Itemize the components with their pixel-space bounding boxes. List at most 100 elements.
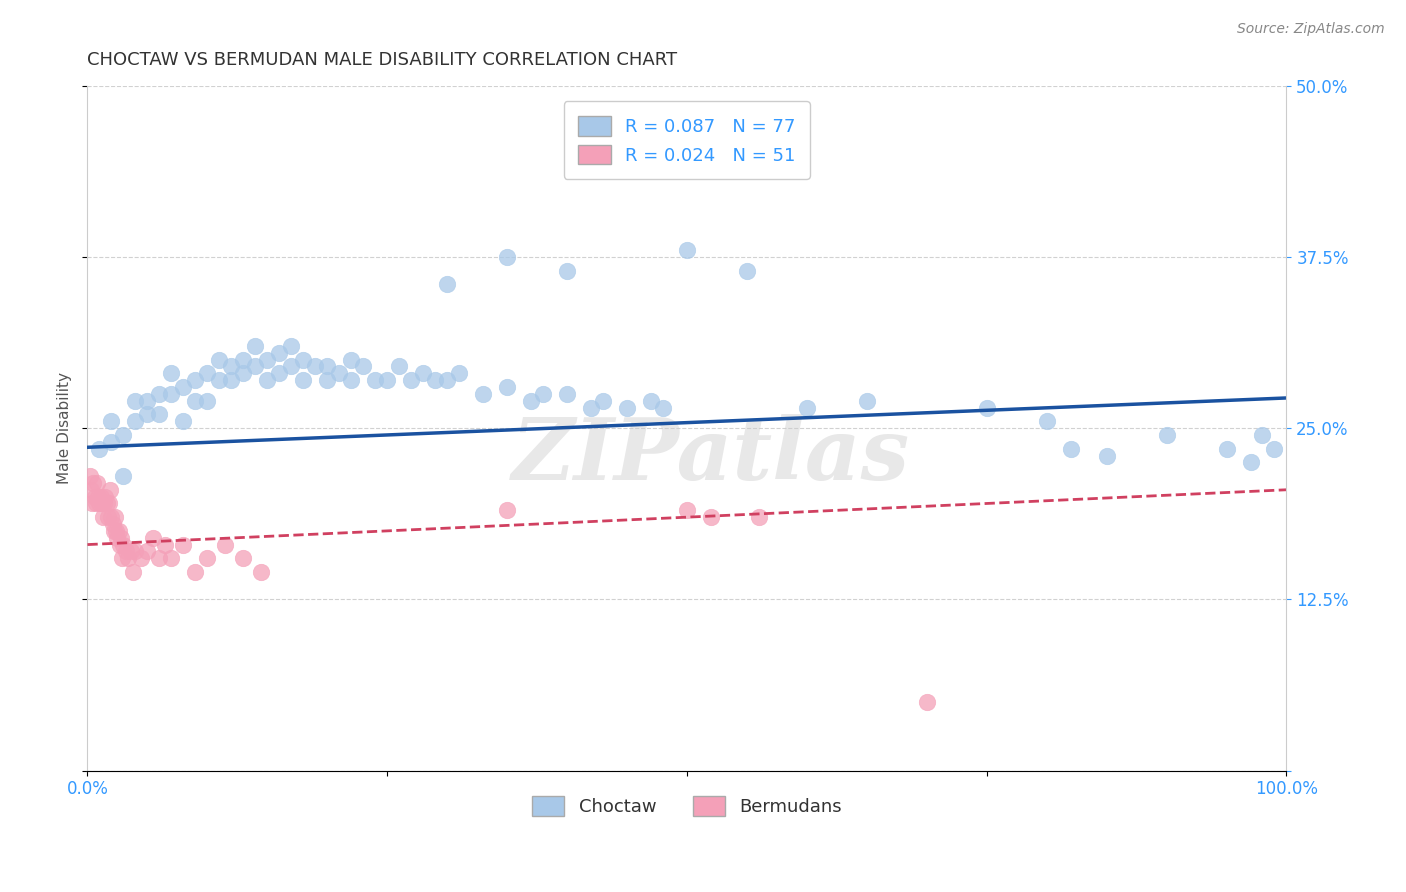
Point (98, 496, 121, 510)
Point (214, 538, 236, 552)
Point (496, 380, 519, 394)
Point (316, 359, 339, 374)
Point (1059, 442, 1081, 456)
Point (86, 475, 108, 490)
Point (640, 140, 662, 154)
Point (245, 339, 267, 353)
Point (105, 524, 128, 538)
Point (117, 551, 139, 566)
Point (676, 243, 699, 257)
Point (269, 366, 291, 380)
Point (124, 544, 146, 558)
Point (328, 366, 350, 380)
Point (375, 373, 398, 387)
Point (250, 565, 273, 579)
Point (104, 510, 127, 524)
Point (101, 516, 124, 531)
Point (340, 373, 363, 387)
Point (340, 352, 363, 367)
Point (1251, 428, 1274, 442)
Point (195, 366, 218, 380)
Point (120, 544, 142, 558)
Point (579, 401, 602, 415)
Point (83, 490, 105, 504)
Point (90, 496, 112, 510)
Legend: Choctaw, Bermudans: Choctaw, Bermudans (524, 789, 849, 823)
Point (79, 469, 101, 483)
Point (976, 401, 998, 415)
Text: ZIPatlas: ZIPatlas (512, 414, 910, 497)
Point (111, 551, 134, 566)
Point (172, 380, 194, 394)
Point (436, 373, 458, 387)
Point (93, 496, 115, 510)
Point (172, 414, 194, 428)
Point (100, 414, 122, 428)
Point (292, 352, 315, 367)
Point (232, 352, 254, 367)
Text: CHOCTAW VS BERMUDAN MALE DISABILITY CORRELATION CHART: CHOCTAW VS BERMUDAN MALE DISABILITY CORR… (87, 51, 678, 69)
Point (640, 393, 662, 408)
Point (472, 387, 495, 401)
Point (208, 352, 231, 367)
Point (172, 538, 194, 552)
Point (195, 551, 218, 566)
Point (136, 393, 159, 408)
Point (148, 387, 170, 401)
Point (160, 551, 183, 566)
Point (531, 387, 554, 401)
Point (112, 428, 135, 442)
Point (107, 524, 129, 538)
Point (700, 510, 723, 524)
Point (160, 387, 183, 401)
Point (103, 524, 125, 538)
Point (80, 483, 103, 497)
Point (748, 510, 770, 524)
Point (496, 503, 519, 517)
Point (352, 359, 374, 374)
Y-axis label: Male Disability: Male Disability (58, 372, 72, 484)
Point (107, 531, 129, 545)
Point (449, 366, 471, 380)
Point (915, 695, 938, 709)
Point (221, 373, 243, 387)
Point (155, 538, 177, 552)
Point (555, 263, 578, 277)
Point (87, 490, 110, 504)
Point (364, 373, 387, 387)
Point (1263, 442, 1285, 456)
Point (292, 373, 315, 387)
Point (316, 373, 339, 387)
Point (110, 531, 132, 545)
Point (616, 401, 638, 415)
Point (100, 434, 122, 449)
Point (245, 359, 267, 374)
Point (112, 469, 135, 483)
Point (100, 510, 122, 524)
Point (256, 373, 278, 387)
Point (184, 393, 207, 408)
Point (89, 442, 111, 456)
Point (208, 373, 231, 387)
Point (221, 359, 243, 374)
Point (160, 366, 183, 380)
Point (136, 544, 159, 558)
Point (1215, 442, 1237, 456)
Point (184, 565, 207, 579)
Point (280, 339, 302, 353)
Point (142, 531, 165, 545)
Point (555, 387, 578, 401)
Point (89, 496, 111, 510)
Point (652, 401, 675, 415)
Point (97, 510, 120, 524)
Point (399, 373, 422, 387)
Point (124, 393, 146, 408)
Point (82, 496, 104, 510)
Point (82, 475, 104, 490)
Point (96, 496, 118, 510)
Point (232, 551, 254, 566)
Point (84, 496, 107, 510)
Point (796, 401, 818, 415)
Point (90, 490, 112, 504)
Point (388, 359, 411, 374)
